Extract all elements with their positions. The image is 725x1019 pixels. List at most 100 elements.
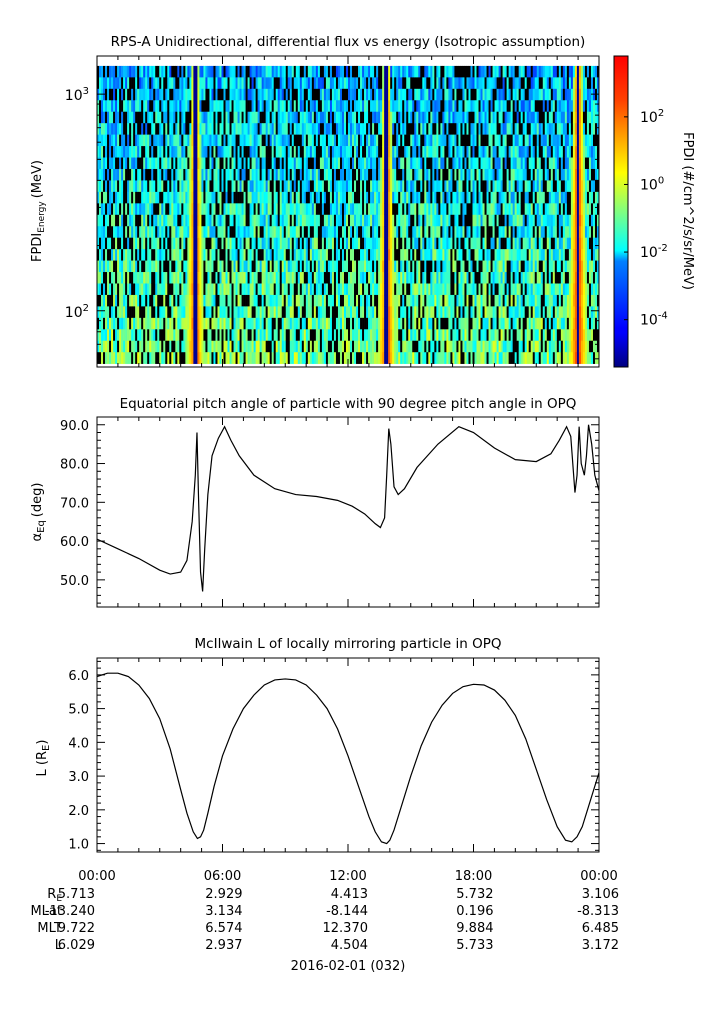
- heatmap-cell: [261, 306, 264, 319]
- heatmap-cell: [476, 157, 479, 170]
- heatmap-cell: [211, 294, 214, 307]
- heatmap-cell: [358, 340, 361, 353]
- heatmap-cell: [183, 100, 186, 113]
- heatmap-cell: [259, 191, 262, 204]
- heatmap-cell: [185, 77, 188, 90]
- heatmap-cell: [442, 329, 445, 342]
- heatmap-cell: [305, 203, 309, 216]
- heatmap-cell: [209, 294, 212, 307]
- heatmap-cell: [241, 180, 244, 193]
- heatmap-cell: [133, 180, 136, 193]
- heatmap-cell: [303, 317, 307, 330]
- heatmap-cell: [372, 100, 375, 113]
- heatmap-cell: [396, 168, 399, 181]
- heatmap-cell: [273, 249, 277, 261]
- heatmap-cell: [267, 272, 270, 284]
- heatmap-cell: [468, 317, 471, 330]
- heatmap-cell: [462, 123, 465, 135]
- heatmap-cell: [311, 329, 315, 342]
- heatmap-cell: [384, 340, 387, 353]
- heatmap-cell: [299, 111, 303, 124]
- heatmap-cell: [211, 352, 214, 364]
- heatmap-cell: [101, 306, 104, 319]
- heatmap-cell: [287, 214, 291, 227]
- heatmap-cell: [269, 180, 272, 193]
- heatmap-cell: [225, 340, 228, 353]
- heatmap-cell: [183, 352, 186, 364]
- heatmap-cell: [358, 111, 361, 124]
- heatmap-cell: [426, 272, 429, 284]
- heatmap-cell: [303, 272, 307, 284]
- heatmap-cell: [430, 249, 433, 261]
- heatmap-cell: [396, 249, 399, 261]
- heatmap-cell: [105, 329, 108, 342]
- heatmap-cell: [440, 123, 443, 135]
- heatmap-cell: [458, 272, 461, 284]
- heatmap-cell: [195, 146, 198, 158]
- heatmap-cell: [343, 168, 347, 181]
- heatmap-cell: [426, 157, 429, 170]
- heatmap-cell: [215, 65, 218, 78]
- heatmap-cell: [147, 294, 150, 307]
- heatmap-cell: [213, 203, 216, 216]
- heatmap-cell: [229, 272, 232, 284]
- heatmap-cell: [231, 157, 234, 170]
- heatmap-cell: [247, 168, 250, 181]
- heatmap-cell: [305, 352, 309, 364]
- heatmap-cell: [452, 272, 455, 284]
- heatmap-cell: [255, 100, 258, 113]
- heatmap-cell: [327, 272, 331, 284]
- heatmap-cell: [458, 306, 461, 319]
- heatmap-cell: [293, 306, 297, 319]
- heatmap-cell: [257, 352, 260, 364]
- heatmap-cell: [466, 146, 469, 158]
- heatmap-cell: [420, 203, 423, 216]
- heatmap-cell: [430, 157, 433, 170]
- heatmap-cell: [265, 226, 268, 238]
- heatmap-cell: [181, 134, 184, 147]
- heatmap-cell: [424, 329, 427, 342]
- heatmap-cell: [418, 123, 421, 135]
- heatmap-cell: [155, 340, 158, 353]
- heatmap-cell: [458, 294, 461, 307]
- heatmap-cell: [394, 146, 397, 158]
- heatmap-cell: [450, 203, 453, 216]
- heatmap-cell: [103, 283, 106, 296]
- heatmap-cell: [185, 123, 188, 135]
- heatmap-cell: [337, 157, 341, 170]
- heatmap-cell: [426, 226, 429, 238]
- heatmap-cell: [175, 65, 178, 78]
- heatmap-cell: [197, 123, 200, 135]
- heatmap-cell: [416, 272, 419, 284]
- heatmap-cell: [372, 340, 375, 353]
- heatmap-cell: [293, 226, 297, 238]
- heatmap-cell: [321, 260, 325, 273]
- heatmap-cell: [161, 226, 164, 238]
- heatmap-cell: [153, 306, 156, 319]
- heatmap-cell: [133, 203, 136, 216]
- heatmap-cell: [257, 272, 260, 284]
- heatmap-cell: [129, 123, 132, 135]
- heatmap-cell: [163, 123, 166, 135]
- heatmap-cell: [376, 226, 379, 238]
- heatmap-cell: [217, 191, 220, 204]
- heatmap-cell: [103, 77, 106, 90]
- heatmap-cell: [392, 203, 395, 216]
- heatmap-cell: [275, 272, 279, 284]
- heatmap-cell: [151, 283, 154, 296]
- heatmap-cell: [115, 77, 118, 90]
- heatmap-cell: [211, 306, 214, 319]
- heatmap-cell: [243, 352, 246, 364]
- heatmap-cell: [259, 123, 262, 135]
- heatmap-cell: [426, 340, 429, 353]
- heatmap-cell: [229, 157, 232, 170]
- heatmap-cell: [317, 168, 321, 181]
- heatmap-cell: [456, 249, 459, 261]
- heatmap-cell: [105, 226, 108, 238]
- heatmap-cell: [151, 100, 154, 113]
- heatmap-cell: [472, 214, 475, 227]
- heatmap-cell: [446, 294, 449, 307]
- heatmap-cell: [376, 146, 379, 158]
- heatmap-cell: [360, 340, 363, 353]
- heatmap-cell: [169, 340, 172, 353]
